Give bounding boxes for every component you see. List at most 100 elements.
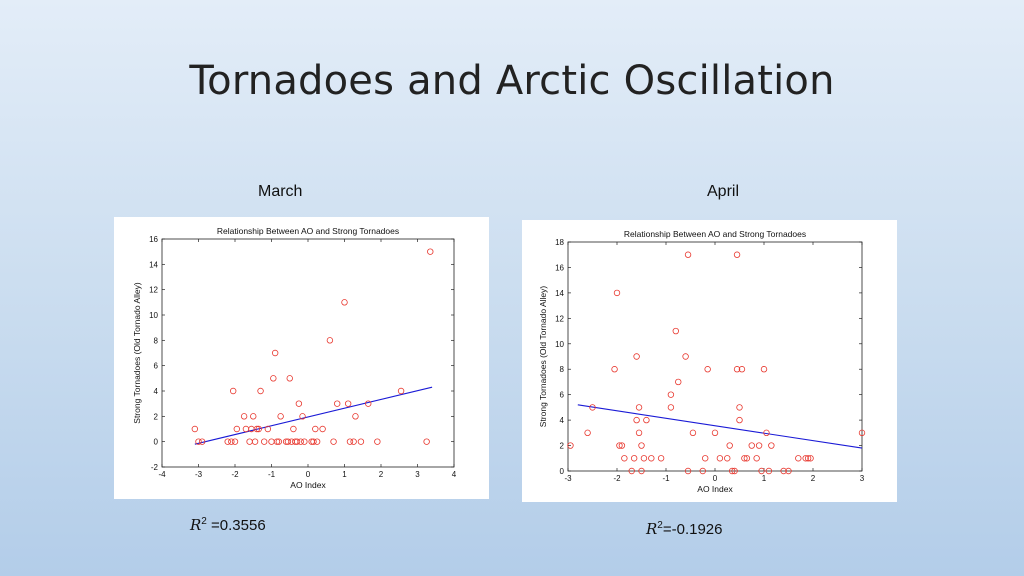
chart-title: Relationship Between AO and Strong Torna… bbox=[624, 229, 806, 239]
data-point bbox=[736, 404, 743, 411]
x-tick-label: 0 bbox=[306, 470, 311, 479]
x-tick-label: -1 bbox=[662, 474, 670, 483]
x-tick-label: 3 bbox=[860, 474, 865, 483]
x-tick-label: -3 bbox=[564, 474, 572, 483]
x-tick-label: 2 bbox=[379, 470, 384, 479]
data-point bbox=[804, 455, 812, 462]
data-point bbox=[299, 413, 306, 420]
data-point bbox=[284, 438, 292, 445]
march-r-squared: R2 =0.3556 bbox=[190, 516, 266, 534]
y-tick-label: 4 bbox=[154, 387, 159, 396]
data-point bbox=[352, 413, 359, 420]
y-axis-label: Strong Tornadoes (Old Tornado Alley) bbox=[132, 282, 142, 424]
x-tick-label: -2 bbox=[231, 470, 239, 479]
data-point bbox=[344, 400, 352, 407]
data-point bbox=[423, 438, 430, 445]
data-point bbox=[741, 455, 748, 462]
april-scatter-chart: Relationship Between AO and Strong Torna… bbox=[538, 229, 866, 494]
data-point bbox=[780, 467, 787, 475]
data-point bbox=[743, 455, 751, 462]
chart-title: Relationship Between AO and Strong Torna… bbox=[217, 226, 399, 236]
data-point bbox=[765, 467, 773, 475]
x-tick-label: -4 bbox=[158, 470, 166, 479]
data-point bbox=[275, 438, 282, 445]
regression-line bbox=[194, 386, 433, 445]
data-point bbox=[802, 455, 809, 462]
data-point bbox=[616, 442, 623, 449]
data-point bbox=[621, 455, 628, 462]
data-point bbox=[682, 353, 689, 360]
y-tick-label: 12 bbox=[555, 314, 564, 323]
plot-area bbox=[567, 241, 863, 472]
data-point bbox=[253, 425, 261, 433]
r-power: 2 bbox=[657, 520, 663, 531]
data-point bbox=[310, 438, 317, 445]
april-r-squared: R2=-0.1926 bbox=[646, 520, 723, 538]
data-point bbox=[630, 455, 638, 462]
r-symbol: R bbox=[190, 516, 202, 534]
y-tick-label: 0 bbox=[560, 467, 565, 476]
y-tick-label: 0 bbox=[154, 438, 159, 447]
data-point bbox=[233, 425, 241, 433]
r-symbol: R bbox=[646, 520, 658, 538]
data-point bbox=[675, 378, 682, 386]
data-point bbox=[758, 467, 765, 475]
april-label: April bbox=[707, 183, 740, 200]
r-power: 2 bbox=[201, 516, 207, 527]
data-point bbox=[689, 429, 697, 437]
data-point bbox=[763, 429, 770, 437]
data-point bbox=[733, 366, 741, 373]
data-point bbox=[733, 251, 741, 258]
y-tick-label: 2 bbox=[560, 442, 565, 451]
y-tick-label: 8 bbox=[154, 336, 159, 345]
data-point bbox=[704, 366, 711, 373]
data-point bbox=[785, 467, 792, 475]
data-point bbox=[250, 413, 257, 420]
y-tick-label: 10 bbox=[149, 311, 158, 320]
data-point bbox=[724, 455, 731, 462]
data-point bbox=[584, 429, 591, 437]
data-point bbox=[672, 327, 679, 335]
slide-title: Tornadoes and Arctic Oscillation bbox=[189, 58, 835, 104]
data-point bbox=[768, 442, 775, 449]
data-point bbox=[293, 438, 301, 445]
data-point bbox=[260, 438, 268, 445]
data-point bbox=[635, 429, 643, 437]
data-point bbox=[397, 387, 405, 395]
march-chart-panel: Relationship Between AO and Strong Torna… bbox=[114, 217, 489, 499]
x-tick-label: 1 bbox=[342, 470, 347, 479]
data-point bbox=[589, 404, 596, 411]
data-point bbox=[273, 438, 281, 445]
data-point bbox=[728, 467, 736, 475]
data-point bbox=[286, 375, 293, 382]
march-label: March bbox=[258, 183, 303, 200]
data-point bbox=[326, 337, 334, 344]
data-point bbox=[701, 455, 709, 462]
data-point bbox=[255, 425, 262, 433]
data-point bbox=[271, 349, 279, 357]
data-point bbox=[753, 455, 760, 462]
y-tick-label: 18 bbox=[555, 238, 564, 247]
data-point bbox=[684, 251, 692, 258]
data-point bbox=[633, 416, 640, 424]
data-point bbox=[228, 438, 235, 445]
data-point bbox=[333, 400, 341, 407]
data-point bbox=[270, 375, 277, 382]
x-tick-label: 3 bbox=[415, 470, 420, 479]
data-point bbox=[795, 455, 802, 462]
data-point bbox=[755, 442, 763, 449]
data-point bbox=[638, 442, 645, 449]
data-point bbox=[290, 425, 297, 433]
data-point bbox=[716, 455, 724, 462]
data-point bbox=[229, 387, 237, 395]
data-point bbox=[264, 425, 272, 433]
data-point bbox=[240, 413, 248, 420]
data-point bbox=[748, 442, 755, 449]
data-point bbox=[611, 366, 618, 373]
x-tick-label: 4 bbox=[452, 470, 457, 479]
data-point bbox=[667, 404, 675, 411]
x-axis-label: AO Index bbox=[290, 480, 326, 490]
data-point bbox=[319, 425, 326, 433]
y-tick-label: 16 bbox=[555, 263, 564, 272]
data-point bbox=[191, 425, 199, 433]
